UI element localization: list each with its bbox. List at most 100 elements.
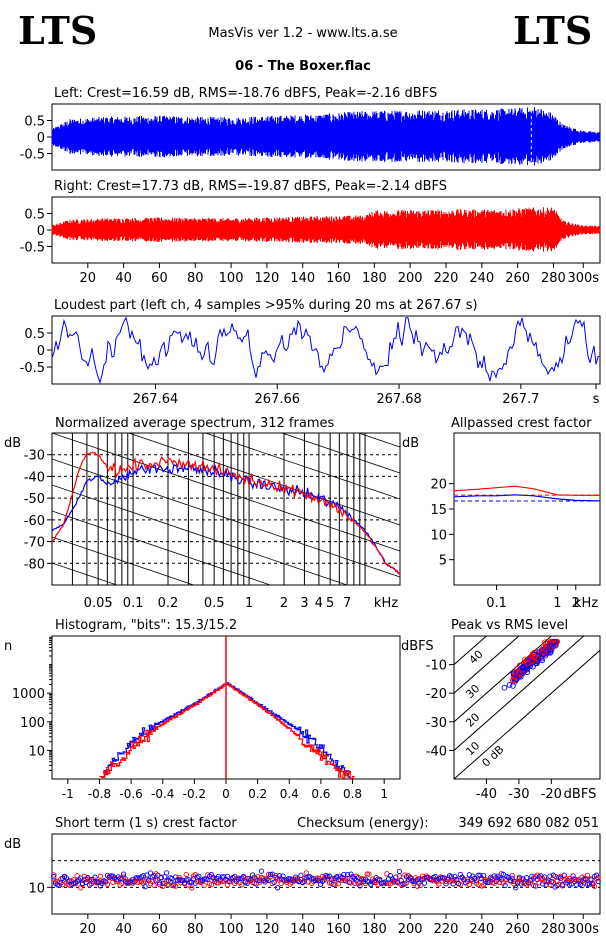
short-term-crest-point (536, 880, 542, 886)
peak-vs-rms-point (545, 647, 551, 653)
loudest-part-title: Loudest part (left ch, 4 samples >95% du… (54, 298, 478, 313)
spectrum-slope (204, 433, 400, 500)
short-term-crest-point (436, 881, 442, 887)
peak-vs-rms-diagonal (454, 649, 600, 779)
left-waveform-ytick-0-label: 0 (37, 131, 45, 146)
spectrum-slope (52, 303, 400, 421)
short-term-crest-point (239, 882, 245, 888)
short-term-crest-point (584, 872, 591, 879)
spectrum-ytick--40-label: -40 (24, 470, 45, 485)
spectrum-slope (52, 484, 349, 585)
peak-vs-rms-point (541, 650, 548, 657)
spectrum-slope (52, 433, 400, 552)
peak-vs-rms-ytick--20-label: -20 (426, 687, 447, 702)
short-term-crest-point (104, 881, 111, 887)
peak-vs-rms-diag-label-2: 20 (463, 711, 482, 730)
right-waveform-title: Right: Crest=17.73 dB, RMS=-19.87 dBFS, … (54, 179, 447, 194)
histogram-ytick-1000-label: 1000 (12, 687, 45, 702)
peak-vs-rms-ylabel: dBFS (401, 639, 434, 654)
short-term-crest-xtick-200-label: 200 (398, 922, 423, 937)
spectrum-slope (52, 510, 272, 585)
right-waveform-xtick-80-label: 80 (187, 271, 204, 286)
allpassed-crest-xtick-2: 2 (572, 596, 580, 611)
histogram-xtick--1-label: -1 (62, 787, 74, 801)
peak-vs-rms-point (515, 669, 522, 676)
spectrum-ytick--80-label: -80 (24, 557, 45, 572)
peak-vs-rms-diag-label-3: 10 (463, 739, 482, 758)
left-waveform-ytick--0.5-label: -0.5 (20, 148, 45, 163)
spectrum-ytick--60-label: -60 (24, 514, 45, 529)
track-title: 06 - The Boxer.flac (235, 59, 371, 74)
short-term-crest-point (457, 881, 463, 888)
short-term-crest-point (421, 880, 428, 886)
spectrum-xtick-0.05: 0.05 (84, 596, 113, 611)
right-waveform-xtick-40-label: 40 (115, 271, 132, 286)
short-term-crest-point (280, 873, 286, 879)
histogram-xtick-0.6-label: 0.6 (311, 787, 330, 801)
peak-vs-rms-frame (453, 635, 601, 780)
short-term-crest-point (532, 883, 539, 889)
short-term-crest-title: Short term (1 s) crest factor (55, 816, 237, 831)
loudest-part-xtick-267.68-label: 267.68 (376, 392, 422, 407)
short-term-crest-point (364, 871, 370, 877)
right-waveform-xtick-220-label: 220 (434, 271, 459, 286)
short-term-crest-frame (51, 833, 601, 915)
spectrum-ylabel: dB (4, 436, 21, 451)
short-term-crest-xtick-180-label: 180 (362, 922, 387, 937)
short-term-crest-xtick-220-label: 220 (434, 922, 459, 937)
checksum-value: 349 692 680 082 051 (458, 816, 599, 831)
short-term-crest-xtick-160-label: 160 (326, 922, 351, 937)
peak-vs-rms-point (551, 638, 557, 645)
right-waveform-xtick-120-label: 120 (254, 271, 279, 286)
allpassed-crest-ytick-5-label: 5 (439, 554, 447, 569)
spectrum-frame (51, 432, 401, 586)
short-term-crest-xtick-100-label: 100 (219, 922, 244, 937)
short-term-crest-point (357, 883, 363, 889)
short-term-crest-point (208, 881, 215, 888)
peak-vs-rms-point (528, 652, 535, 659)
peak-vs-rms-diagonal (454, 636, 553, 723)
short-term-crest-point (464, 876, 471, 882)
histogram-xtick-0.4-label: 0.4 (280, 787, 299, 801)
short-term-crest-xtick-140-label: 140 (290, 922, 315, 937)
right-waveform-xtick-300s-label: 300s (567, 271, 599, 286)
short-term-crest-point (568, 881, 574, 887)
short-term-crest-point (142, 883, 148, 890)
right-waveform-xtick-200-label: 200 (398, 271, 423, 286)
spectrum-xtick-4: 4 (315, 596, 323, 611)
spectrum-xtick-2: 2 (280, 596, 288, 611)
short-term-crest-point (509, 873, 515, 879)
peak-vs-rms-plot (454, 636, 600, 779)
short-term-crest-xtick-60-label: 60 (151, 922, 168, 937)
short-term-crest-point (484, 879, 490, 885)
right-waveform-ytick-0-label: 0 (37, 224, 45, 239)
short-term-crest-point (541, 874, 548, 880)
peak-vs-rms-point (542, 639, 548, 646)
spectrum-slope (280, 433, 400, 474)
peak-vs-rms-title: Peak vs RMS level (451, 618, 568, 633)
short-term-crest-point (513, 885, 519, 891)
short-term-crest-point (579, 882, 585, 889)
right-waveform-ytick-0.5-label: 0.5 (24, 208, 45, 223)
short-term-crest-xtick-260-label: 260 (505, 922, 530, 937)
short-term-crest-point (396, 868, 403, 875)
histogram-xtick--0.2-label: -0.2 (183, 787, 206, 801)
short-term-crest-point (448, 873, 455, 880)
short-term-crest-point (545, 877, 551, 884)
short-term-crest-point (51, 872, 57, 878)
spectrum-series-1 (52, 451, 400, 575)
peak-vs-rms-diagonal (454, 636, 520, 694)
right-waveform-ytick--0.5-label: -0.5 (20, 241, 45, 256)
right-waveform-signal (51, 207, 600, 252)
checksum-label: Checksum (energy): (297, 816, 429, 831)
short-term-crest-point (384, 880, 390, 886)
peak-vs-rms-point (524, 660, 531, 667)
loudest-part-frame (51, 315, 601, 385)
peak-vs-rms-xtick--20-label: -20 (541, 787, 562, 802)
histogram-xtick-1-label: 1 (380, 787, 388, 801)
spectrum-title: Normalized average spectrum, 312 frames (55, 416, 334, 431)
allpassed-crest-frame (453, 432, 601, 586)
allpassed-crest-xunit: kHz (574, 596, 598, 611)
short-term-crest-point (591, 883, 598, 889)
